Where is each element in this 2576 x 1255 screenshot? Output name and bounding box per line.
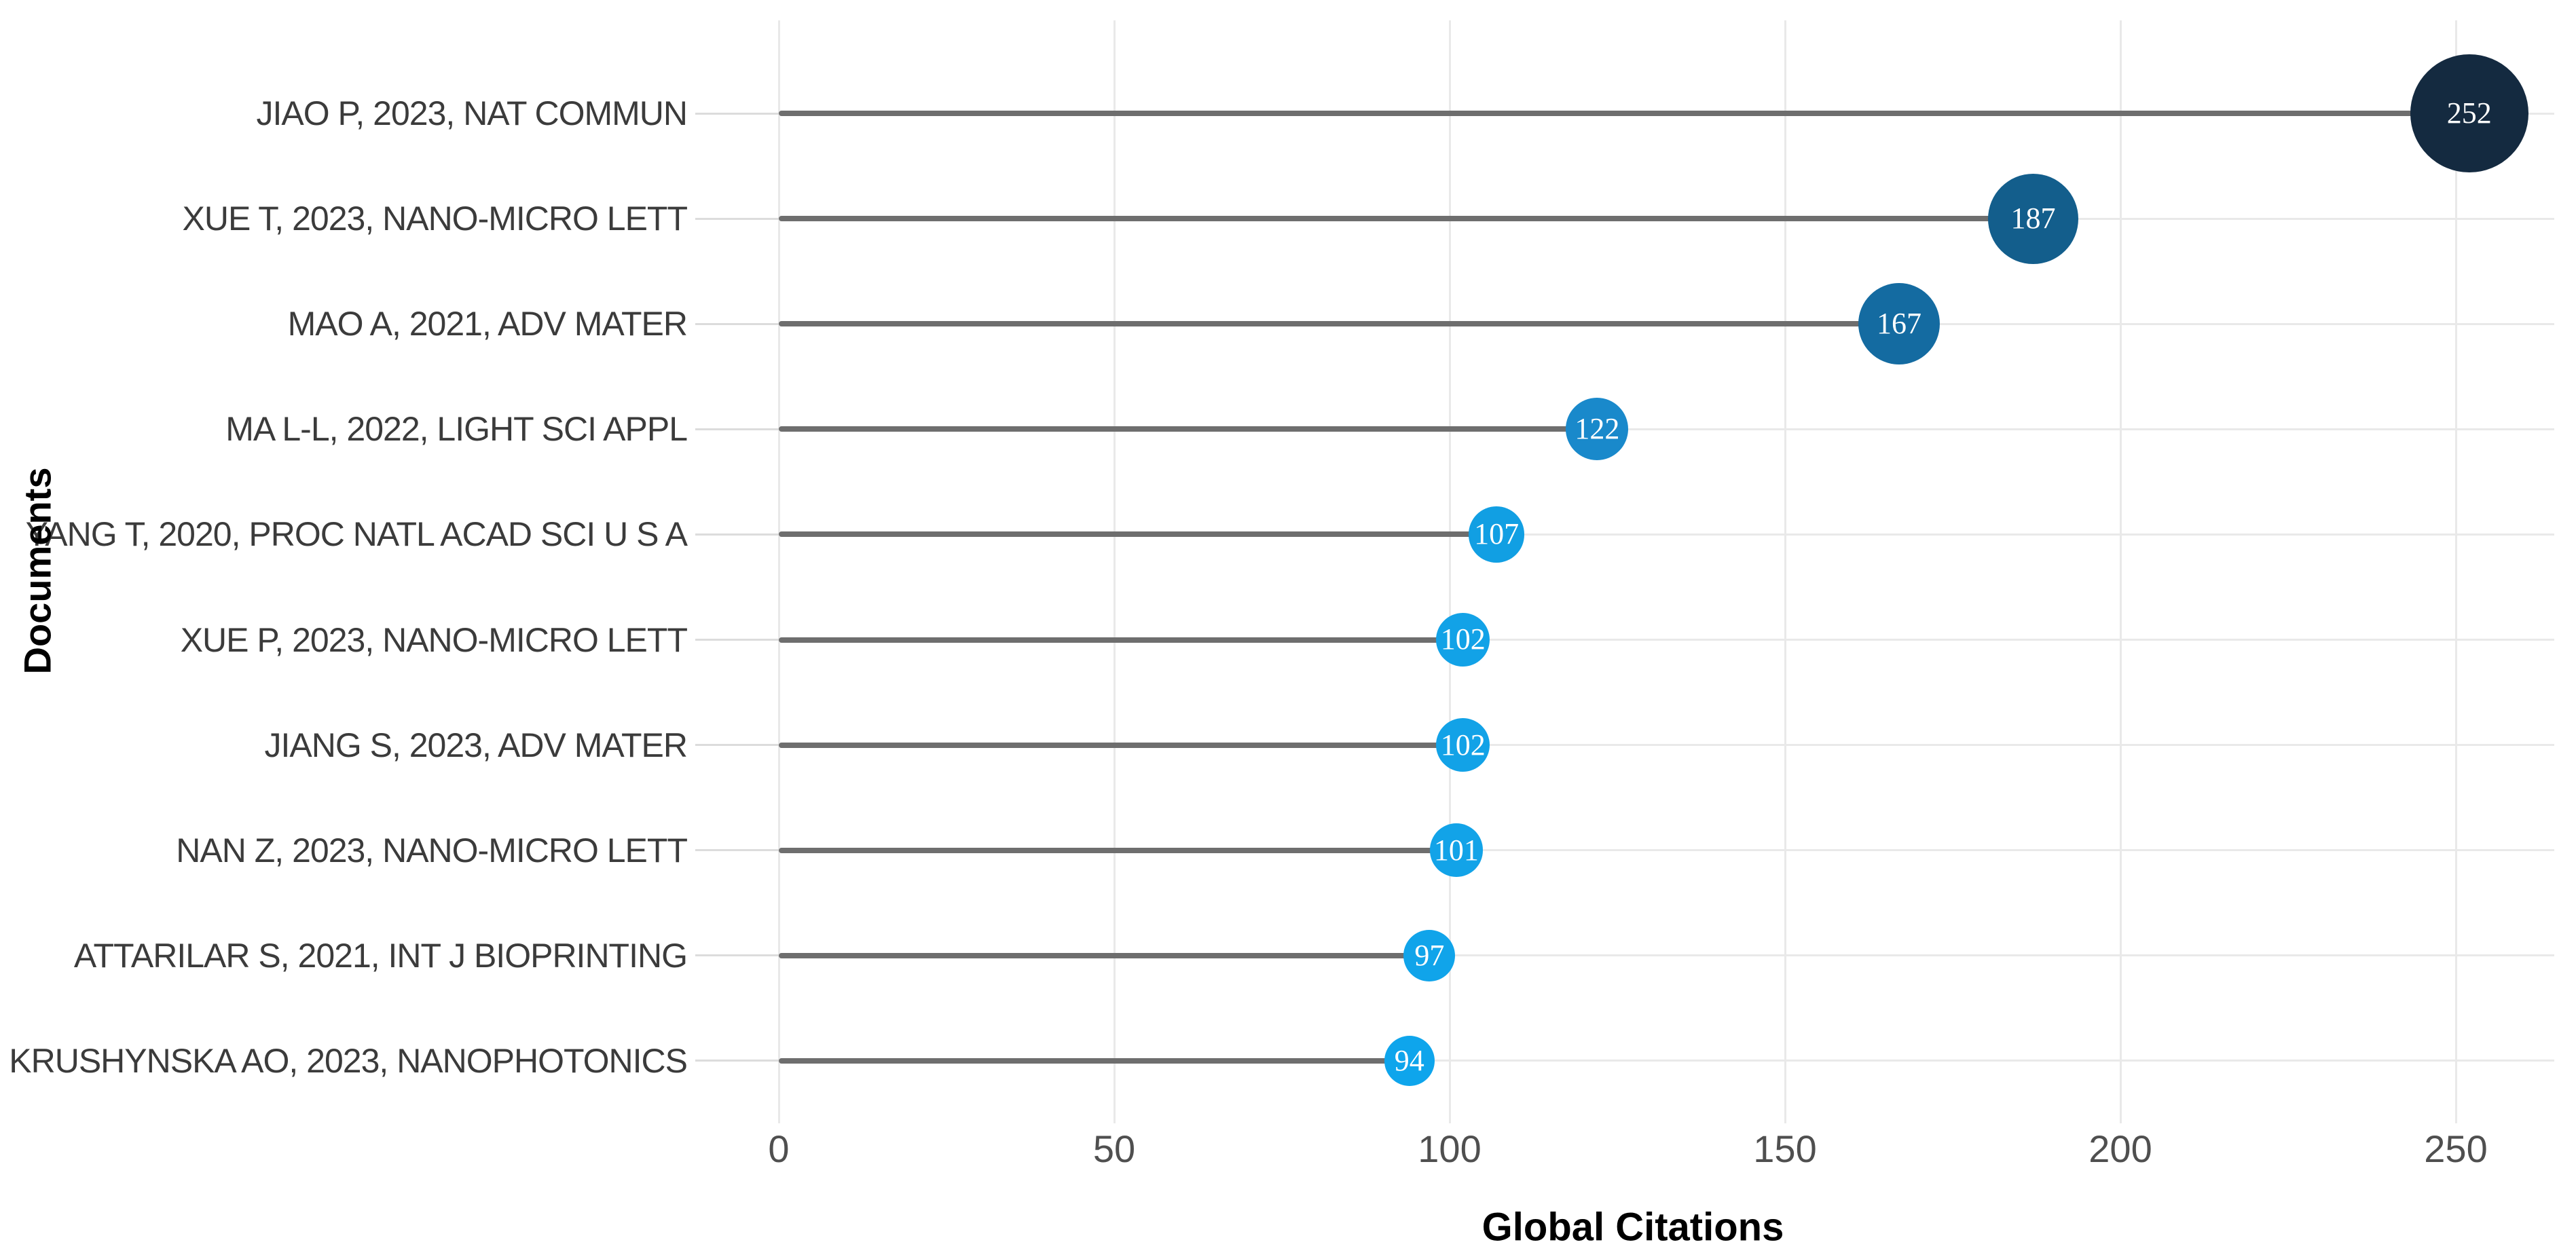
- x-tick-label: 50: [1092, 1127, 1136, 1170]
- citation-count: 167: [1876, 307, 1921, 341]
- lollipop-stem: [779, 742, 1463, 748]
- doc-label: MAO A, 2021, ADV MATER: [287, 305, 688, 343]
- h-gridline: [779, 849, 2554, 852]
- v-gridline: [1448, 20, 1451, 1123]
- citation-bubble: 252: [2410, 54, 2528, 173]
- label-leader-line: [695, 428, 779, 430]
- citation-count: 94: [1394, 1043, 1424, 1077]
- h-gridline: [779, 954, 2554, 957]
- doc-label: ATTARILAR S, 2021, INT J BIOPRINTING: [73, 936, 688, 975]
- citation-count: 97: [1414, 938, 1445, 972]
- label-leader-line: [695, 639, 779, 641]
- h-gridline: [779, 1060, 2554, 1062]
- v-gridline: [777, 20, 780, 1123]
- x-axis-title: Global Citations: [1482, 1205, 1784, 1250]
- h-gridline: [779, 533, 2554, 536]
- citation-count: 122: [1575, 412, 1620, 446]
- lollipop-stem: [779, 637, 1463, 643]
- lollipop-stem: [779, 531, 1497, 538]
- x-tick-label: 100: [1418, 1127, 1482, 1170]
- label-leader-line: [695, 322, 779, 325]
- h-gridline: [779, 639, 2554, 641]
- doc-label: NAN Z, 2023, NANO-MICRO LETT: [176, 831, 688, 869]
- lollipop-stem: [779, 426, 1598, 432]
- v-gridline: [2119, 20, 2122, 1123]
- label-leader-line: [695, 849, 779, 852]
- citation-count: 252: [2446, 96, 2492, 130]
- citation-bubble: 167: [1858, 283, 1940, 365]
- y-axis-title: Documents: [16, 467, 59, 675]
- doc-label: XUE P, 2023, NANO-MICRO LETT: [180, 620, 688, 659]
- citation-bubble: 101: [1429, 823, 1484, 877]
- citation-bubble: 97: [1403, 929, 1456, 981]
- lollipop-stem: [779, 216, 2034, 222]
- doc-label: JIANG S, 2023, ADV MATER: [264, 726, 688, 764]
- doc-label: JIAO P, 2023, NAT COMMUN: [256, 94, 688, 132]
- label-leader-line: [695, 744, 779, 747]
- lollipop-stem: [779, 321, 1899, 327]
- citation-bubble: 107: [1468, 506, 1525, 563]
- citation-count: 187: [2010, 202, 2056, 236]
- citation-bubble: 102: [1436, 717, 1490, 772]
- doc-label: YANG T, 2020, PROC NATL ACAD SCI U S A: [25, 515, 688, 554]
- doc-label: XUE T, 2023, NANO-MICRO LETT: [182, 200, 688, 238]
- lollipop-stem: [779, 847, 1456, 853]
- doc-label: MA L-L, 2022, LIGHT SCI APPL: [225, 410, 688, 449]
- label-leader-line: [695, 217, 779, 220]
- x-tick-label: 0: [768, 1127, 790, 1170]
- label-leader-line: [695, 954, 779, 957]
- lollipop-stem: [779, 111, 2469, 116]
- h-gridline: [779, 428, 2554, 430]
- citation-bubble: 94: [1384, 1035, 1435, 1086]
- h-gridline: [779, 744, 2554, 747]
- citation-bubble: 187: [1988, 173, 2079, 264]
- lollipop-stem: [779, 1057, 1410, 1064]
- citation-bubble: 102: [1436, 612, 1490, 667]
- citation-bubble: 122: [1566, 398, 1629, 461]
- x-tick-label: 150: [1753, 1127, 1817, 1170]
- label-leader-line: [695, 1060, 779, 1062]
- citation-count: 101: [1433, 833, 1479, 867]
- x-tick-label: 200: [2089, 1127, 2152, 1170]
- v-gridline: [2454, 20, 2457, 1123]
- citation-count: 102: [1440, 728, 1486, 762]
- v-gridline: [1113, 20, 1116, 1123]
- lollipop-stem: [779, 952, 1430, 958]
- label-leader-line: [695, 533, 779, 536]
- doc-label: KRUSHYNSKA AO, 2023, NANOPHOTONICS: [9, 1041, 688, 1080]
- v-gridline: [1784, 20, 1786, 1123]
- citation-count: 107: [1474, 517, 1520, 551]
- x-tick-label: 250: [2424, 1127, 2488, 1170]
- label-leader-line: [695, 112, 779, 115]
- citation-count: 102: [1440, 622, 1486, 656]
